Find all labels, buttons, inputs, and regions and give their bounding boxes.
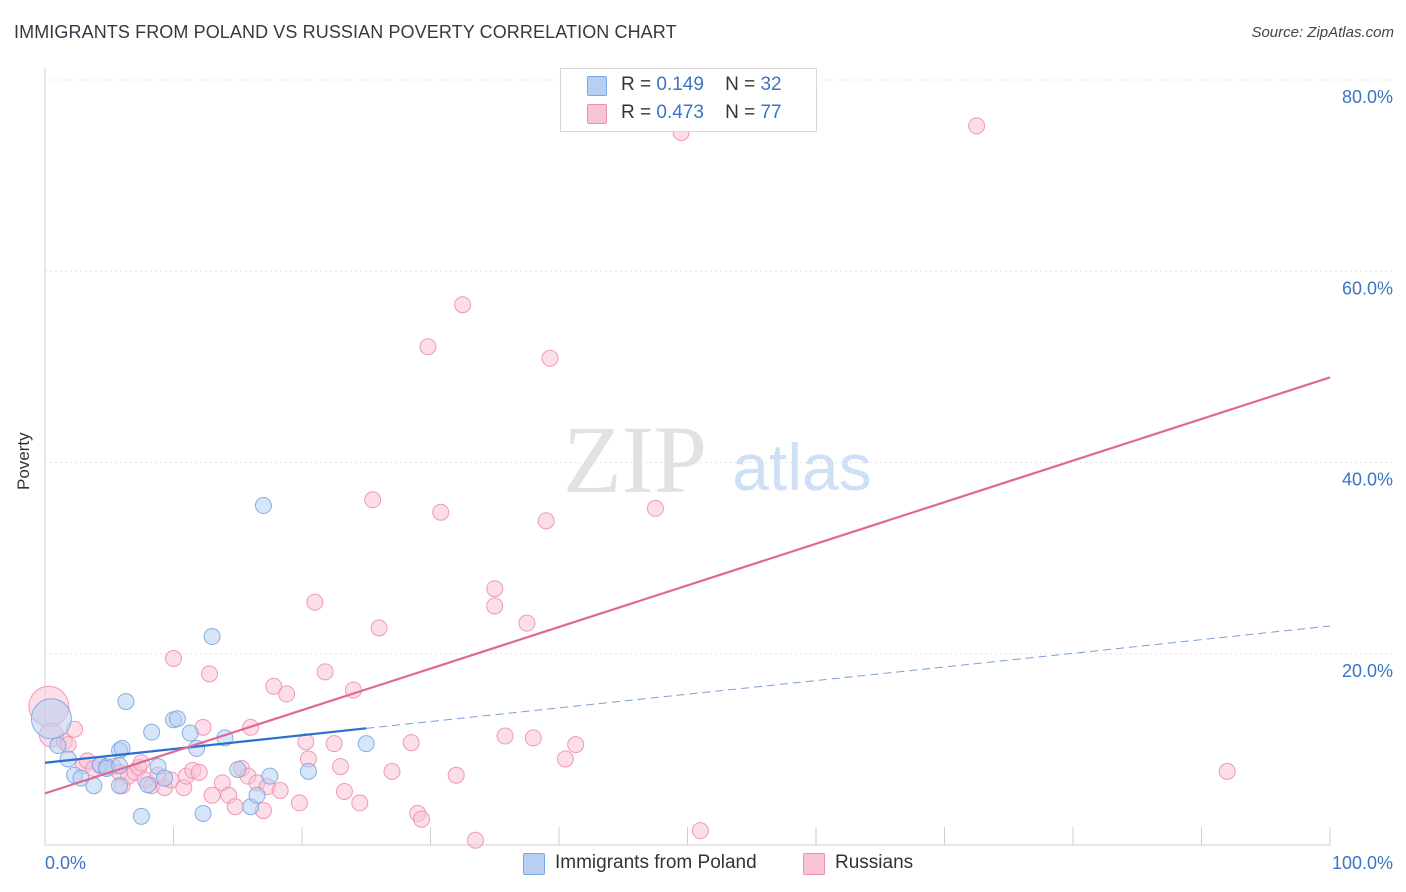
- point-russians-41: [290, 794, 308, 812]
- point-russians-46: [325, 735, 343, 753]
- point-poland-20: [168, 710, 186, 728]
- point-poland-26: [229, 760, 247, 778]
- n-value-poland: 32: [760, 74, 782, 95]
- point-poland-12: [111, 777, 129, 795]
- y-tick-label-0: 20.0%: [1342, 661, 1393, 681]
- point-russians-73: [691, 822, 709, 840]
- point-russians-60: [454, 296, 472, 314]
- point-poland-23: [194, 804, 212, 822]
- legend-swatch-poland: [523, 853, 545, 875]
- point-russians-68: [541, 349, 559, 367]
- watermark: ZIP atlas: [563, 406, 872, 513]
- point-russians-39: [271, 781, 289, 799]
- point-poland-13: [117, 693, 135, 711]
- point-russians-70: [567, 736, 585, 754]
- n-label: N =: [725, 102, 756, 123]
- trend-line-russians: [44, 376, 1331, 795]
- point-russians-54: [402, 734, 420, 752]
- point-russians-64: [496, 727, 514, 745]
- point-russians-48: [335, 782, 353, 800]
- point-russians-62: [486, 580, 504, 598]
- point-russians-38: [265, 677, 283, 695]
- point-poland-18: [156, 769, 174, 787]
- point-russians-53: [383, 762, 401, 780]
- y-axis-label: Poverty: [14, 432, 33, 490]
- watermark-atlas: atlas: [732, 430, 871, 504]
- point-russians-74: [968, 117, 986, 135]
- x-tick-label-start: 0.0%: [45, 853, 86, 873]
- point-russians-28: [203, 786, 221, 804]
- point-russians-56: [413, 810, 431, 828]
- legend-label-poland: Immigrants from Poland: [555, 852, 757, 873]
- stats-legend: R = 0.149 N = 32 R = 0.473 N = 77: [560, 68, 817, 132]
- n-value-russians: 77: [760, 102, 782, 123]
- y-tick-label-1: 40.0%: [1342, 470, 1393, 490]
- point-russians-57: [419, 338, 437, 356]
- point-russians-27: [200, 665, 218, 683]
- point-russians-65: [518, 614, 536, 632]
- point-russians-58: [432, 503, 450, 521]
- y-tick-label-2: 60.0%: [1342, 278, 1393, 298]
- point-poland-30: [261, 767, 279, 785]
- y-tick-label-3: 80.0%: [1342, 87, 1393, 107]
- point-russians-21: [165, 650, 182, 668]
- point-russians-51: [364, 491, 382, 509]
- point-poland-24: [203, 628, 221, 646]
- point-russians-61: [466, 831, 484, 849]
- stats-text-poland: R = 0.149 N = 32: [621, 74, 782, 96]
- trend-line-poland-extension: [366, 625, 1331, 729]
- r-value-poland: 0.149: [656, 74, 704, 95]
- point-poland-28: [248, 786, 266, 804]
- point-poland-10: [113, 739, 131, 757]
- point-poland-21: [181, 724, 199, 742]
- gridlines: [45, 79, 1393, 655]
- point-poland-0: [30, 698, 72, 740]
- point-russians-50: [351, 794, 369, 812]
- r-value-russians: 0.473: [656, 102, 704, 123]
- point-russians-75: [1218, 762, 1236, 780]
- legend-swatch-poland: [587, 76, 607, 96]
- series-poland-points: [30, 497, 375, 825]
- point-russians-63: [486, 597, 504, 615]
- point-russians-59: [447, 766, 465, 784]
- tick-labels: 20.0% 40.0% 60.0% 80.0% 0.0% 100.0%: [45, 87, 1393, 873]
- trend-line-poland: [44, 727, 367, 764]
- point-poland-14: [132, 807, 150, 825]
- legend-swatch-russians: [803, 853, 825, 875]
- r-label: R =: [621, 102, 652, 123]
- point-poland-1: [49, 737, 67, 755]
- point-russians-25: [190, 763, 208, 781]
- x-tick-label-end: 100.0%: [1332, 853, 1393, 873]
- series-legend: Immigrants from Poland Russians: [0, 852, 1406, 878]
- point-russians-47: [332, 758, 350, 776]
- legend-swatch-russians: [587, 104, 607, 124]
- point-russians-45: [316, 663, 334, 681]
- series-russians-points: [28, 117, 1236, 849]
- chart-title: IMMIGRANTS FROM POLAND VS RUSSIAN POVERT…: [14, 22, 677, 42]
- point-russians-67: [537, 512, 555, 530]
- r-label: R =: [621, 74, 652, 95]
- point-russians-66: [524, 729, 542, 747]
- point-russians-71: [646, 499, 664, 517]
- point-russians-52: [370, 619, 388, 637]
- point-poland-32: [357, 735, 375, 753]
- point-poland-15: [139, 776, 157, 794]
- n-label: N =: [725, 74, 756, 95]
- point-russians-31: [226, 798, 244, 816]
- point-poland-29: [254, 497, 272, 515]
- point-russians-40: [278, 685, 296, 703]
- point-russians-69: [556, 750, 574, 768]
- legend-label-russians: Russians: [835, 852, 914, 873]
- chart-source: Source: ZipAtlas.com: [1251, 24, 1394, 41]
- point-poland-16: [143, 723, 161, 741]
- point-russians-44: [306, 593, 324, 611]
- stats-text-russians: R = 0.473 N = 77: [621, 102, 782, 124]
- trend-lines: [44, 376, 1331, 795]
- point-poland-31: [299, 762, 317, 780]
- watermark-zip: ZIP: [563, 406, 707, 513]
